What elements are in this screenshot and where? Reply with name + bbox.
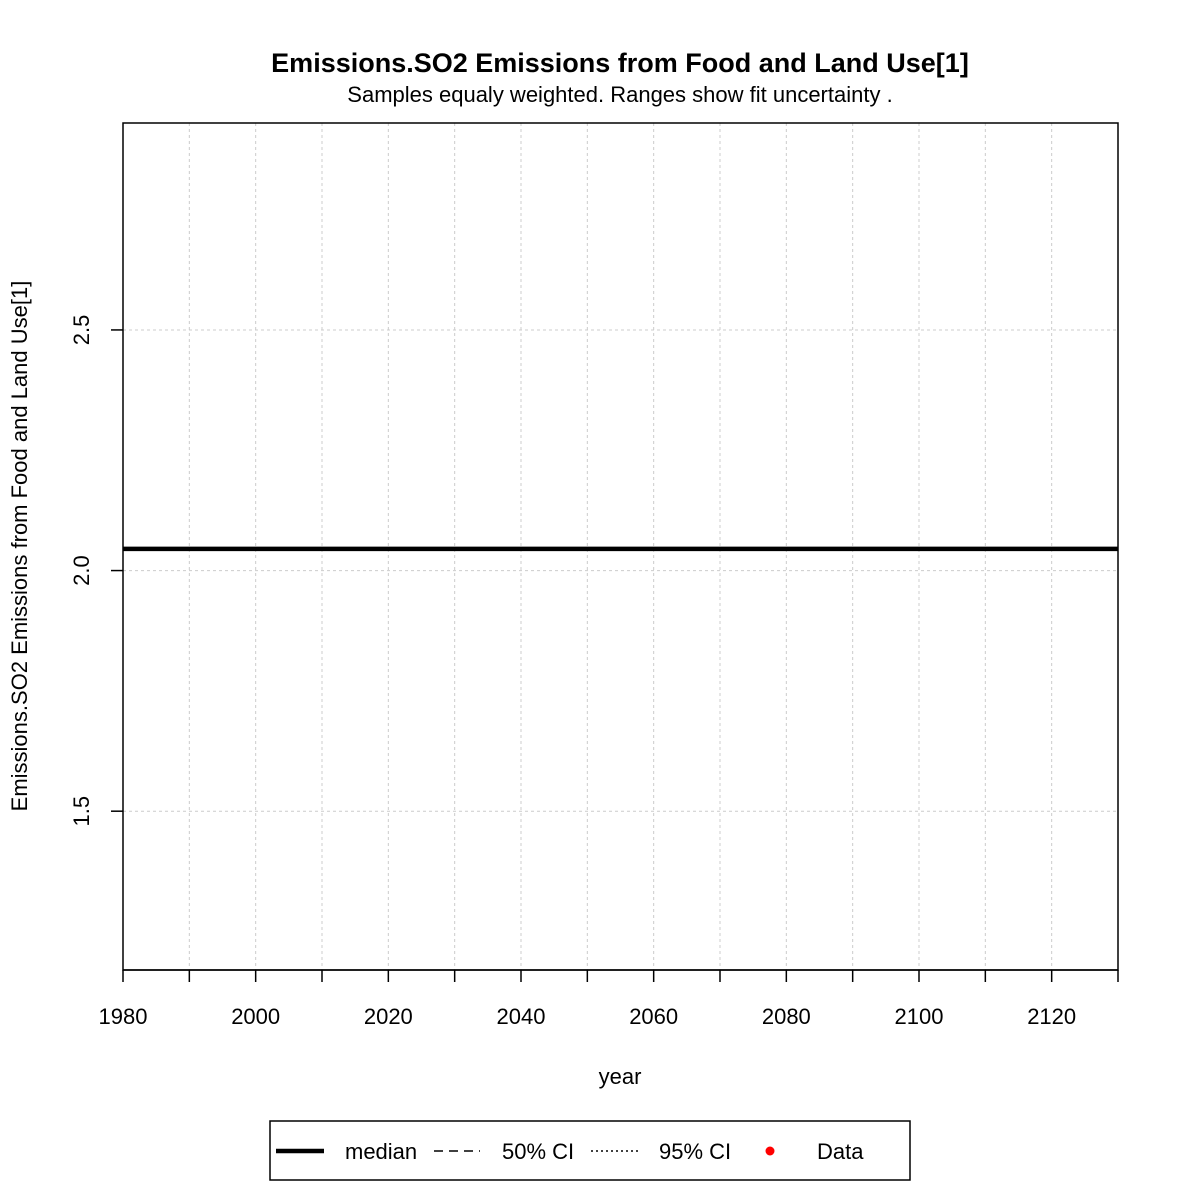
- x-tick-label: 1980: [99, 1004, 148, 1029]
- legend: median 50% CI 95% CI Data: [269, 1120, 911, 1181]
- x-tick-label: 2120: [1027, 1004, 1076, 1029]
- x-tick-label: 2020: [364, 1004, 413, 1029]
- chart-subtitle: Samples equaly weighted. Ranges show fit…: [347, 82, 892, 107]
- legend-box: [269, 1120, 911, 1181]
- grid-lines: [123, 123, 1118, 970]
- legend-95ci-label: 95% CI: [659, 1139, 731, 1164]
- x-tick-label: 2080: [762, 1004, 811, 1029]
- y-tick-label: 2.5: [69, 315, 94, 346]
- legend-median-label: median: [345, 1139, 417, 1164]
- y-axis: 1.5 2.0 2.5: [69, 315, 123, 827]
- y-tick-label: 1.5: [69, 796, 94, 827]
- y-tick-label: 2.0: [69, 555, 94, 586]
- x-tick-label: 2100: [895, 1004, 944, 1029]
- x-axis: 1980 2000 2020 2040 2060 2080 2100 2120: [99, 969, 1119, 1029]
- chart-title: Emissions.SO2 Emissions from Food and La…: [271, 48, 969, 78]
- x-axis-label: year: [599, 1064, 642, 1089]
- x-tick-label: 2000: [231, 1004, 280, 1029]
- legend-data-swatch: [765, 1146, 775, 1156]
- y-axis-label: Emissions.SO2 Emissions from Food and La…: [7, 281, 32, 812]
- x-tick-label: 2040: [497, 1004, 546, 1029]
- legend-data-label: Data: [817, 1139, 864, 1164]
- plot-frame: [122, 122, 1119, 971]
- legend-50ci-label: 50% CI: [502, 1139, 574, 1164]
- x-tick-label: 2060: [629, 1004, 678, 1029]
